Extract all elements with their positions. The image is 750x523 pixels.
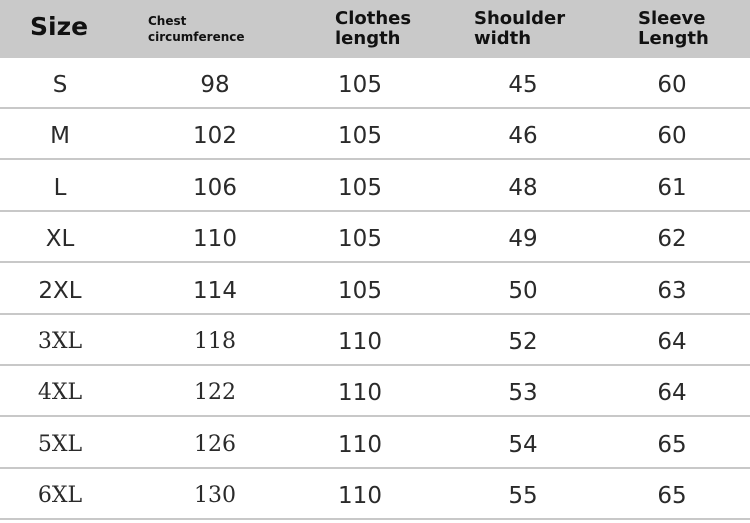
cell-sleeve-length: 65 — [657, 483, 687, 510]
cell-clothes-length: 105 — [338, 277, 382, 304]
cell-chest: 102 — [193, 123, 237, 150]
cell-shoulder-width: 48 — [508, 174, 538, 201]
header-clothes-line2: length — [335, 27, 401, 49]
table-row: 2XL 114 105 50 63 — [0, 264, 750, 315]
cell-size: M — [50, 123, 70, 150]
cell-shoulder-width: 53 — [508, 380, 538, 407]
header-clothes-length: Clothes length — [335, 9, 411, 49]
cell-size: 6XL — [37, 483, 83, 509]
cell-size: 4XL — [37, 380, 83, 406]
cell-clothes-length: 110 — [338, 329, 382, 355]
cell-chest: 114 — [193, 277, 237, 304]
cell-clothes-length: 110 — [338, 380, 382, 407]
cell-shoulder-width: 55 — [508, 483, 538, 510]
cell-chest: 122 — [194, 380, 236, 406]
cell-chest: 118 — [194, 329, 236, 354]
header-shoulder-line2: width — [474, 27, 532, 49]
cell-clothes-length: 110 — [338, 483, 382, 510]
cell-clothes-length: 110 — [338, 431, 382, 458]
table-row: 3XL 118 110 52 64 — [0, 315, 750, 366]
cell-size: 2XL — [38, 277, 82, 304]
cell-sleeve-length: 64 — [657, 380, 687, 407]
header-chest-line2: circumference — [148, 29, 245, 44]
header-clothes-line1: Clothes — [335, 8, 412, 29]
cell-sleeve-length: 61 — [657, 174, 687, 201]
table-row: 4XL 122 110 53 64 — [0, 366, 750, 418]
cell-shoulder-width: 50 — [508, 277, 538, 304]
header-chest-line1: Chest — [148, 14, 187, 28]
cell-size: 5XL — [37, 431, 83, 457]
cell-sleeve-length: 63 — [657, 277, 687, 304]
cell-chest: 98 — [200, 72, 230, 98]
table-row: L 106 105 48 61 — [0, 161, 750, 212]
table-row: 5XL 126 110 54 65 — [0, 418, 750, 469]
cell-clothes-length: 105 — [338, 72, 382, 98]
header-size: Size — [30, 12, 89, 41]
cell-sleeve-length: 60 — [657, 72, 687, 98]
cell-sleeve-length: 62 — [657, 226, 687, 253]
cell-shoulder-width: 46 — [508, 123, 538, 150]
header-shoulder-width: Shoulder width — [474, 9, 565, 49]
table-row: S 98 105 45 60 — [0, 58, 750, 109]
cell-clothes-length: 105 — [338, 123, 382, 150]
header-chest: Chest circumference — [148, 14, 245, 45]
cell-sleeve-length: 60 — [657, 123, 687, 150]
cell-shoulder-width: 54 — [508, 431, 538, 458]
header-shoulder-line1: Shoulder — [474, 8, 566, 29]
table-row: XL 110 105 49 62 — [0, 212, 750, 264]
cell-size: L — [53, 174, 67, 201]
cell-size: S — [52, 72, 68, 98]
table-header: Size Chest circumference Clothes length … — [0, 0, 750, 58]
cell-sleeve-length: 64 — [657, 329, 687, 355]
table-row: M 102 105 46 60 — [0, 109, 750, 161]
header-sleeve-line2: Length — [638, 27, 709, 49]
cell-chest: 126 — [194, 431, 236, 457]
cell-shoulder-width: 49 — [508, 226, 538, 253]
table-row: 6XL 130 110 55 65 — [0, 469, 750, 521]
cell-shoulder-width: 52 — [508, 329, 538, 355]
cell-clothes-length: 105 — [338, 226, 382, 253]
header-sleeve-line1: Sleeve — [638, 8, 706, 29]
cell-chest: 110 — [193, 226, 237, 253]
cell-shoulder-width: 45 — [508, 72, 538, 98]
cell-chest: 130 — [194, 483, 236, 509]
cell-sleeve-length: 65 — [657, 431, 687, 458]
header-sleeve-length: Sleeve Length — [638, 9, 709, 49]
cell-clothes-length: 105 — [338, 174, 382, 201]
cell-size: XL — [45, 226, 75, 253]
cell-size: 3XL — [37, 329, 83, 354]
cell-chest: 106 — [193, 174, 237, 201]
